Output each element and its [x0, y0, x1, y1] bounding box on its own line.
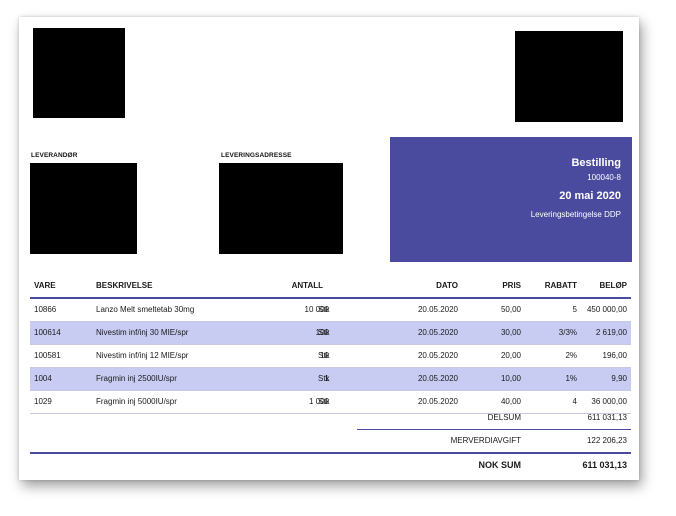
vat-value: 122 206,23 — [586, 436, 627, 445]
cell-dato: 20.05.2020 — [417, 397, 458, 406]
cell-belop: 2 619,00 — [595, 328, 627, 337]
totals-section: DELSUM 611 031,13 MERVERDIAVGIFT 122 206… — [30, 407, 631, 476]
cell-enhet: Stk — [318, 351, 330, 360]
cell-belop: 450 000,00 — [586, 305, 627, 314]
cell-pris: 10,00 — [500, 374, 521, 383]
cell-antall: 10 — [320, 351, 329, 360]
header-antall: ANTALL — [291, 281, 323, 290]
cell-antall: 1 — [324, 374, 329, 383]
header-dato: DATO — [436, 281, 458, 290]
redacted-supplier-block — [30, 163, 137, 254]
cell-vare: 1004 — [34, 374, 52, 383]
cell-antall: 1 000 — [308, 397, 329, 406]
cell-enhet: Stk — [318, 374, 330, 383]
order-title: Bestilling — [571, 157, 621, 169]
cell-beskrivelse: Nivestim inf/inj 30 MIE/spr — [96, 328, 189, 337]
header-beskrivelse: BESKRIVELSE — [96, 281, 153, 290]
cell-rabatt: 5 — [572, 305, 577, 314]
cell-belop: 36 000,00 — [591, 397, 627, 406]
subtotal-label: DELSUM — [487, 413, 521, 422]
cell-rabatt: 1% — [565, 374, 577, 383]
cell-dato: 20.05.2020 — [417, 305, 458, 314]
header-pris: PRIS — [502, 281, 521, 290]
table-row: 100614 Nivestim inf/inj 30 MIE/spr 100 S… — [30, 322, 631, 345]
cell-enhet: Stk — [318, 328, 330, 337]
delivery-address-label: LEVERINGSADRESSE — [221, 152, 292, 159]
cell-vare: 1029 — [34, 397, 52, 406]
table-row: 1004 Fragmin inj 2500IU/spr 1 Stk 20.05.… — [30, 368, 631, 391]
cell-vare: 100581 — [34, 351, 61, 360]
invoice-sheet: LEVERANDØR LEVERINGSADRESSE Bestilling 1… — [19, 17, 639, 480]
supplier-label: LEVERANDØR — [31, 152, 78, 159]
cell-belop: 196,00 — [602, 351, 627, 360]
cell-pris: 20,00 — [500, 351, 521, 360]
table-row: 10866 Lanzo Melt smeltetab 30mg 10 000 S… — [30, 299, 631, 322]
cell-antall: 10 000 — [304, 305, 329, 314]
total-value: 611 031,13 — [582, 460, 627, 470]
subtotal-value: 611 031,13 — [587, 413, 627, 422]
cell-dato: 20.05.2020 — [417, 328, 458, 337]
cell-pris: 40,00 — [500, 397, 521, 406]
delivery-terms: Leveringsbetingelse DDP — [530, 210, 621, 219]
cell-vare: 100614 — [34, 328, 61, 337]
cell-pris: 50,00 — [500, 305, 521, 314]
cell-rabatt: 3/3% — [558, 328, 577, 337]
vat-row: MERVERDIAVGIFT 122 206,23 — [30, 430, 631, 454]
header-vare: VARE — [34, 281, 56, 290]
header-belop: BELØP — [599, 281, 627, 290]
cell-enhet: Stk — [318, 397, 330, 406]
cell-enhet: Stk — [318, 305, 330, 314]
table-row: 1029 Fragmin inj 5000IU/spr 1 000 Stk 20… — [30, 391, 631, 414]
cell-rabatt: 4 — [572, 397, 577, 406]
total-row: NOK SUM 611 031,13 — [30, 454, 631, 476]
cell-dato: 20.05.2020 — [417, 374, 458, 383]
cell-dato: 20.05.2020 — [417, 351, 458, 360]
vat-label: MERVERDIAVGIFT — [450, 436, 521, 445]
cell-beskrivelse: Nivestim inf/inj 12 MIE/spr — [96, 351, 189, 360]
table-row: 100581 Nivestim inf/inj 12 MIE/spr 10 St… — [30, 345, 631, 368]
cell-belop: 9,90 — [611, 374, 627, 383]
cell-beskrivelse: Fragmin inj 5000IU/spr — [96, 397, 177, 406]
order-summary-box: Bestilling 100040-8 20 mai 2020 Levering… — [390, 137, 632, 262]
line-items-table: VARE BESKRIVELSE ANTALL DATO PRIS RABATT… — [30, 274, 631, 414]
subtotal-row: DELSUM 611 031,13 — [357, 407, 631, 430]
cell-vare: 10866 — [34, 305, 57, 314]
cell-antall: 100 — [315, 328, 329, 337]
table-header: VARE BESKRIVELSE ANTALL DATO PRIS RABATT… — [30, 274, 631, 299]
order-date: 20 mai 2020 — [559, 190, 621, 202]
header-rabatt: RABATT — [544, 281, 577, 290]
cell-rabatt: 2% — [565, 351, 577, 360]
redacted-logo-right — [515, 31, 623, 122]
redacted-delivery-block — [219, 163, 343, 254]
total-label: NOK SUM — [478, 460, 522, 470]
redacted-logo-left — [33, 28, 125, 118]
cell-pris: 30,00 — [500, 328, 521, 337]
order-number: 100040-8 — [587, 173, 621, 182]
cell-beskrivelse: Fragmin inj 2500IU/spr — [96, 374, 177, 383]
cell-beskrivelse: Lanzo Melt smeltetab 30mg — [96, 305, 195, 314]
